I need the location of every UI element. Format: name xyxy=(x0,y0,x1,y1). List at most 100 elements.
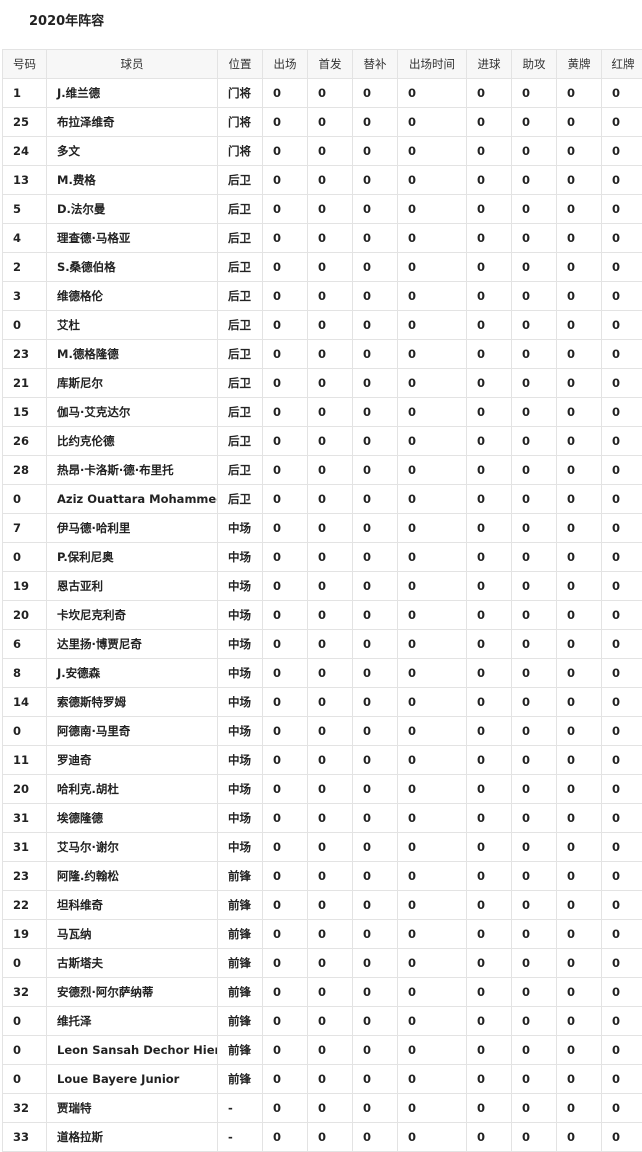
cell: 0 xyxy=(467,949,512,978)
cell: 0 xyxy=(557,427,602,456)
cell: 0 xyxy=(557,137,602,166)
cell: 0 xyxy=(557,688,602,717)
cell: 0 xyxy=(467,456,512,485)
page-title: 2020年阵容 xyxy=(29,12,104,32)
cell: 0 xyxy=(602,340,642,369)
cell: 0 xyxy=(353,572,398,601)
header-cell: 进球 xyxy=(467,50,512,79)
cell: 0 xyxy=(467,108,512,137)
cell: 0 xyxy=(263,775,308,804)
cell: 0 xyxy=(557,601,602,630)
cell: 后卫 xyxy=(218,166,263,195)
cell: 0 xyxy=(398,340,467,369)
cell: 中场 xyxy=(218,543,263,572)
header-cell: 替补 xyxy=(353,50,398,79)
cell: 0 xyxy=(308,282,353,311)
cell: 0 xyxy=(557,485,602,514)
cell: 贾瑞特 xyxy=(47,1094,218,1123)
cell: 0 xyxy=(602,572,642,601)
cell: M.德格隆德 xyxy=(47,340,218,369)
cell: 前锋 xyxy=(218,949,263,978)
cell: 0 xyxy=(557,369,602,398)
cell: 0 xyxy=(602,630,642,659)
cell: 0 xyxy=(602,1123,642,1152)
cell: 中场 xyxy=(218,717,263,746)
cell: 0 xyxy=(308,514,353,543)
cell: 阿德南·马里奇 xyxy=(47,717,218,746)
cell: 0 xyxy=(467,601,512,630)
cell: 0 xyxy=(467,978,512,1007)
cell: 0 xyxy=(398,1036,467,1065)
cell: 0 xyxy=(398,79,467,108)
cell: 0 xyxy=(557,775,602,804)
cell: 0 xyxy=(467,79,512,108)
cell: 0 xyxy=(557,311,602,340)
header-row: 号码球员位置出场首发替补出场时间进球助攻黄牌红牌 xyxy=(3,50,642,79)
cell: 0 xyxy=(512,514,557,543)
cell: 0 xyxy=(263,891,308,920)
cell: 0 xyxy=(3,543,47,572)
cell: 前锋 xyxy=(218,891,263,920)
cell: 0 xyxy=(467,630,512,659)
cell: 0 xyxy=(308,978,353,1007)
cell: 32 xyxy=(3,978,47,1007)
cell: 0 xyxy=(398,920,467,949)
cell: 0 xyxy=(557,340,602,369)
cell: 0 xyxy=(467,804,512,833)
cell: 0 xyxy=(557,659,602,688)
cell: D.法尔曼 xyxy=(47,195,218,224)
cell: 0 xyxy=(398,224,467,253)
cell: 艾杜 xyxy=(47,311,218,340)
cell: 0 xyxy=(557,572,602,601)
cell: 0 xyxy=(398,311,467,340)
cell: 维托泽 xyxy=(47,1007,218,1036)
cell: 4 xyxy=(3,224,47,253)
cell: 0 xyxy=(512,775,557,804)
cell: 5 xyxy=(3,195,47,224)
cell: 0 xyxy=(557,543,602,572)
cell: 哈利克.胡杜 xyxy=(47,775,218,804)
cell: 0 xyxy=(353,195,398,224)
cell: 0 xyxy=(398,166,467,195)
cell: 0 xyxy=(467,891,512,920)
cell: 古斯塔夫 xyxy=(47,949,218,978)
cell: 0 xyxy=(557,456,602,485)
cell: 0 xyxy=(263,833,308,862)
cell: 0 xyxy=(512,688,557,717)
cell: 0 xyxy=(308,688,353,717)
cell: 前锋 xyxy=(218,978,263,1007)
cell: 0 xyxy=(557,514,602,543)
cell: 后卫 xyxy=(218,369,263,398)
cell: 0 xyxy=(353,1094,398,1123)
cell: 0 xyxy=(353,630,398,659)
cell: 0 xyxy=(308,804,353,833)
cell: 33 xyxy=(3,1123,47,1152)
cell: 0 xyxy=(398,137,467,166)
cell: 0 xyxy=(398,630,467,659)
cell: 0 xyxy=(398,195,467,224)
cell: 0 xyxy=(263,688,308,717)
cell: 0 xyxy=(398,1065,467,1094)
cell: 0 xyxy=(353,369,398,398)
cell: 0 xyxy=(3,485,47,514)
cell: 0 xyxy=(353,833,398,862)
cell: 20 xyxy=(3,601,47,630)
cell: 0 xyxy=(512,282,557,311)
cell: 伊马德·哈利里 xyxy=(47,514,218,543)
cell: 0 xyxy=(308,79,353,108)
cell: 0 xyxy=(557,804,602,833)
cell: 2 xyxy=(3,253,47,282)
cell: 后卫 xyxy=(218,340,263,369)
cell: 0 xyxy=(308,195,353,224)
cell: 0 xyxy=(308,1094,353,1123)
